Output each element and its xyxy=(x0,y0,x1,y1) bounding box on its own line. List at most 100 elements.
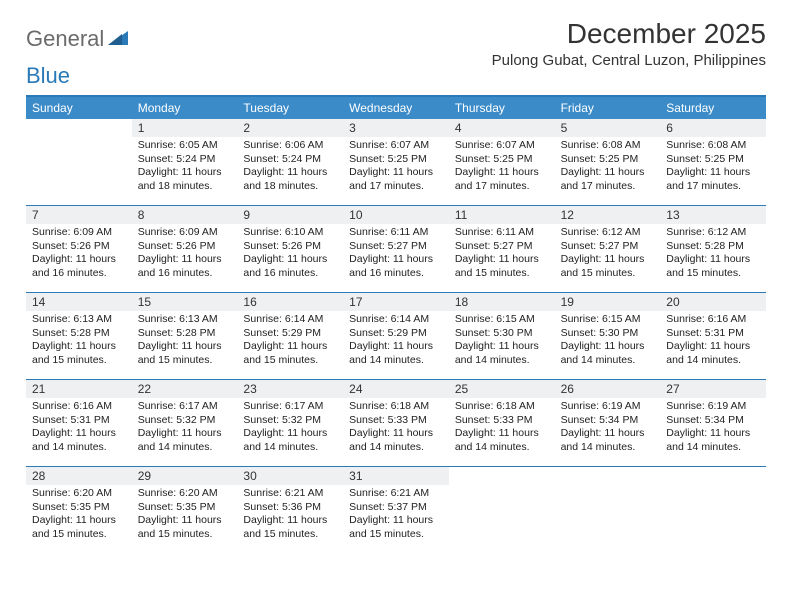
day-content: Sunrise: 6:16 AMSunset: 5:31 PMDaylight:… xyxy=(26,398,132,459)
day-cell xyxy=(26,119,132,205)
sunset-line: Sunset: 5:27 PM xyxy=(561,240,655,254)
sunset-line: Sunset: 5:25 PM xyxy=(349,153,443,167)
day-number: 3 xyxy=(343,119,449,137)
day-content: Sunrise: 6:11 AMSunset: 5:27 PMDaylight:… xyxy=(449,224,555,285)
day-number: 13 xyxy=(660,206,766,224)
daylight-line: Daylight: 11 hours and 15 minutes. xyxy=(243,514,337,541)
day-number: 6 xyxy=(660,119,766,137)
day-content: Sunrise: 6:17 AMSunset: 5:32 PMDaylight:… xyxy=(132,398,238,459)
sunrise-line: Sunrise: 6:21 AM xyxy=(243,487,337,501)
daylight-line: Daylight: 11 hours and 18 minutes. xyxy=(243,166,337,193)
day-of-week-row: SundayMondayTuesdayWednesdayThursdayFrid… xyxy=(26,97,766,119)
day-cell: 12Sunrise: 6:12 AMSunset: 5:27 PMDayligh… xyxy=(555,206,661,292)
sunset-line: Sunset: 5:33 PM xyxy=(349,414,443,428)
day-content: Sunrise: 6:17 AMSunset: 5:32 PMDaylight:… xyxy=(237,398,343,459)
sunrise-line: Sunrise: 6:07 AM xyxy=(455,139,549,153)
sunset-line: Sunset: 5:25 PM xyxy=(455,153,549,167)
day-cell xyxy=(449,467,555,553)
day-number: 31 xyxy=(343,467,449,485)
day-cell: 3Sunrise: 6:07 AMSunset: 5:25 PMDaylight… xyxy=(343,119,449,205)
sunset-line: Sunset: 5:31 PM xyxy=(666,327,760,341)
day-content: Sunrise: 6:09 AMSunset: 5:26 PMDaylight:… xyxy=(26,224,132,285)
daylight-line: Daylight: 11 hours and 16 minutes. xyxy=(32,253,126,280)
sunrise-line: Sunrise: 6:18 AM xyxy=(349,400,443,414)
sunrise-line: Sunrise: 6:15 AM xyxy=(561,313,655,327)
day-content: Sunrise: 6:13 AMSunset: 5:28 PMDaylight:… xyxy=(132,311,238,372)
day-content: Sunrise: 6:15 AMSunset: 5:30 PMDaylight:… xyxy=(555,311,661,372)
daylight-line: Daylight: 11 hours and 14 minutes. xyxy=(561,427,655,454)
week-row: 21Sunrise: 6:16 AMSunset: 5:31 PMDayligh… xyxy=(26,379,766,466)
day-content: Sunrise: 6:18 AMSunset: 5:33 PMDaylight:… xyxy=(343,398,449,459)
sunset-line: Sunset: 5:31 PM xyxy=(32,414,126,428)
day-number: 29 xyxy=(132,467,238,485)
day-number: 4 xyxy=(449,119,555,137)
day-cell: 22Sunrise: 6:17 AMSunset: 5:32 PMDayligh… xyxy=(132,380,238,466)
sunset-line: Sunset: 5:33 PM xyxy=(455,414,549,428)
day-number: 12 xyxy=(555,206,661,224)
sunrise-line: Sunrise: 6:13 AM xyxy=(32,313,126,327)
daylight-line: Daylight: 11 hours and 14 minutes. xyxy=(349,340,443,367)
day-cell: 29Sunrise: 6:20 AMSunset: 5:35 PMDayligh… xyxy=(132,467,238,553)
sunrise-line: Sunrise: 6:15 AM xyxy=(455,313,549,327)
sunrise-line: Sunrise: 6:14 AM xyxy=(243,313,337,327)
day-number: 8 xyxy=(132,206,238,224)
day-cell: 10Sunrise: 6:11 AMSunset: 5:27 PMDayligh… xyxy=(343,206,449,292)
day-of-week-header: Saturday xyxy=(660,97,766,119)
day-number: 18 xyxy=(449,293,555,311)
day-content: Sunrise: 6:14 AMSunset: 5:29 PMDaylight:… xyxy=(343,311,449,372)
logo-triangle-icon xyxy=(108,29,128,50)
logo: General xyxy=(26,18,130,52)
weeks-container: 1Sunrise: 6:05 AMSunset: 5:24 PMDaylight… xyxy=(26,119,766,553)
sunrise-line: Sunrise: 6:10 AM xyxy=(243,226,337,240)
sunset-line: Sunset: 5:34 PM xyxy=(561,414,655,428)
day-content: Sunrise: 6:20 AMSunset: 5:35 PMDaylight:… xyxy=(26,485,132,546)
week-row: 28Sunrise: 6:20 AMSunset: 5:35 PMDayligh… xyxy=(26,466,766,553)
daylight-line: Daylight: 11 hours and 14 minutes. xyxy=(243,427,337,454)
logo-text-general: General xyxy=(26,26,104,52)
day-number: 26 xyxy=(555,380,661,398)
sunrise-line: Sunrise: 6:21 AM xyxy=(349,487,443,501)
day-content: Sunrise: 6:19 AMSunset: 5:34 PMDaylight:… xyxy=(660,398,766,459)
day-number: 15 xyxy=(132,293,238,311)
daylight-line: Daylight: 11 hours and 14 minutes. xyxy=(138,427,232,454)
sunrise-line: Sunrise: 6:17 AM xyxy=(138,400,232,414)
sunset-line: Sunset: 5:24 PM xyxy=(243,153,337,167)
day-number: 9 xyxy=(237,206,343,224)
day-cell xyxy=(555,467,661,553)
day-cell: 25Sunrise: 6:18 AMSunset: 5:33 PMDayligh… xyxy=(449,380,555,466)
sunset-line: Sunset: 5:30 PM xyxy=(455,327,549,341)
day-cell: 23Sunrise: 6:17 AMSunset: 5:32 PMDayligh… xyxy=(237,380,343,466)
sunset-line: Sunset: 5:29 PM xyxy=(349,327,443,341)
sunset-line: Sunset: 5:36 PM xyxy=(243,501,337,515)
daylight-line: Daylight: 11 hours and 14 minutes. xyxy=(32,427,126,454)
sunrise-line: Sunrise: 6:05 AM xyxy=(138,139,232,153)
sunrise-line: Sunrise: 6:14 AM xyxy=(349,313,443,327)
day-number: 19 xyxy=(555,293,661,311)
day-of-week-header: Tuesday xyxy=(237,97,343,119)
daylight-line: Daylight: 11 hours and 14 minutes. xyxy=(561,340,655,367)
day-number: 7 xyxy=(26,206,132,224)
sunrise-line: Sunrise: 6:11 AM xyxy=(349,226,443,240)
daylight-line: Daylight: 11 hours and 16 minutes. xyxy=(243,253,337,280)
sunrise-line: Sunrise: 6:09 AM xyxy=(32,226,126,240)
sunrise-line: Sunrise: 6:12 AM xyxy=(561,226,655,240)
sunrise-line: Sunrise: 6:18 AM xyxy=(455,400,549,414)
day-number: 22 xyxy=(132,380,238,398)
day-of-week-header: Friday xyxy=(555,97,661,119)
day-cell: 17Sunrise: 6:14 AMSunset: 5:29 PMDayligh… xyxy=(343,293,449,379)
week-row: 14Sunrise: 6:13 AMSunset: 5:28 PMDayligh… xyxy=(26,292,766,379)
day-number: 21 xyxy=(26,380,132,398)
daylight-line: Daylight: 11 hours and 18 minutes. xyxy=(138,166,232,193)
daylight-line: Daylight: 11 hours and 15 minutes. xyxy=(243,340,337,367)
day-number: 14 xyxy=(26,293,132,311)
day-cell: 27Sunrise: 6:19 AMSunset: 5:34 PMDayligh… xyxy=(660,380,766,466)
day-number: 25 xyxy=(449,380,555,398)
sunrise-line: Sunrise: 6:08 AM xyxy=(666,139,760,153)
day-cell: 5Sunrise: 6:08 AMSunset: 5:25 PMDaylight… xyxy=(555,119,661,205)
day-cell: 24Sunrise: 6:18 AMSunset: 5:33 PMDayligh… xyxy=(343,380,449,466)
sunset-line: Sunset: 5:28 PM xyxy=(138,327,232,341)
calendar-page: General December 2025 Pulong Gubat, Cent… xyxy=(0,0,792,563)
day-cell: 11Sunrise: 6:11 AMSunset: 5:27 PMDayligh… xyxy=(449,206,555,292)
day-cell xyxy=(660,467,766,553)
daylight-line: Daylight: 11 hours and 14 minutes. xyxy=(455,340,549,367)
